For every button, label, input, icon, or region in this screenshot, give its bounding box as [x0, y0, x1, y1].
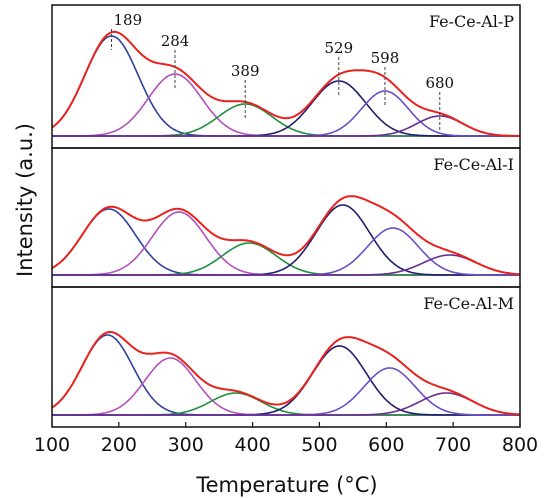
component-curve-6: [52, 392, 521, 416]
x-axis-label: Temperature (°C): [195, 473, 377, 497]
component-curve-5: [52, 367, 520, 416]
envelope-curve: [51, 30, 520, 137]
plot-area: Fe-Ce-Al-P 189 284 389 529 598 680 Fe-Ce-Al-I Fe…: [51, 11, 521, 416]
panel-title: Fe-Ce-Al-P: [429, 12, 514, 31]
panel-frame-3: [51, 286, 521, 428]
peak-label-680: 680: [425, 74, 454, 92]
x-tick-label: 200: [101, 434, 137, 456]
panel-title: Fe-Ce-Al-M: [423, 294, 514, 313]
envelope-curve: [51, 195, 521, 276]
x-tick-label: 600: [368, 434, 404, 456]
component-curve-3: [52, 242, 520, 276]
envelope-curve: [51, 331, 521, 416]
component-curve-1: [51, 208, 520, 276]
x-tick-label: 300: [168, 434, 204, 456]
panel-title: Fe-Ce-Al-I: [433, 155, 514, 174]
x-tick-label: 500: [301, 434, 337, 456]
component-curve-6: [52, 115, 520, 137]
x-tick-label: 400: [234, 434, 270, 456]
x-axis-ticks: 100 200 300 400 500 600 700 800: [34, 422, 538, 456]
x-tick-label: 700: [435, 434, 471, 456]
panel-3: Fe-Ce-Al-M: [51, 294, 521, 416]
component-curve-2: [52, 211, 520, 276]
peak-label-598: 598: [371, 49, 400, 67]
component-curve-5: [52, 90, 520, 137]
panel-2: Fe-Ce-Al-I: [51, 155, 521, 276]
peak-label-389: 389: [231, 62, 260, 80]
peak-label-189: 189: [114, 11, 143, 29]
component-curve-6: [52, 254, 521, 276]
component-curve-4: [52, 204, 520, 276]
peak-label-284: 284: [161, 32, 190, 50]
component-curve-3: [52, 103, 520, 137]
peak-label-529: 529: [324, 39, 353, 57]
axes-frame: [51, 4, 521, 428]
x-tick-label: 800: [502, 434, 538, 456]
x-tick-label: 100: [34, 434, 70, 456]
panel-1: Fe-Ce-Al-P 189 284 389 529 598 680: [51, 11, 520, 137]
y-axis-label: Intensity (a.u.): [13, 123, 37, 277]
